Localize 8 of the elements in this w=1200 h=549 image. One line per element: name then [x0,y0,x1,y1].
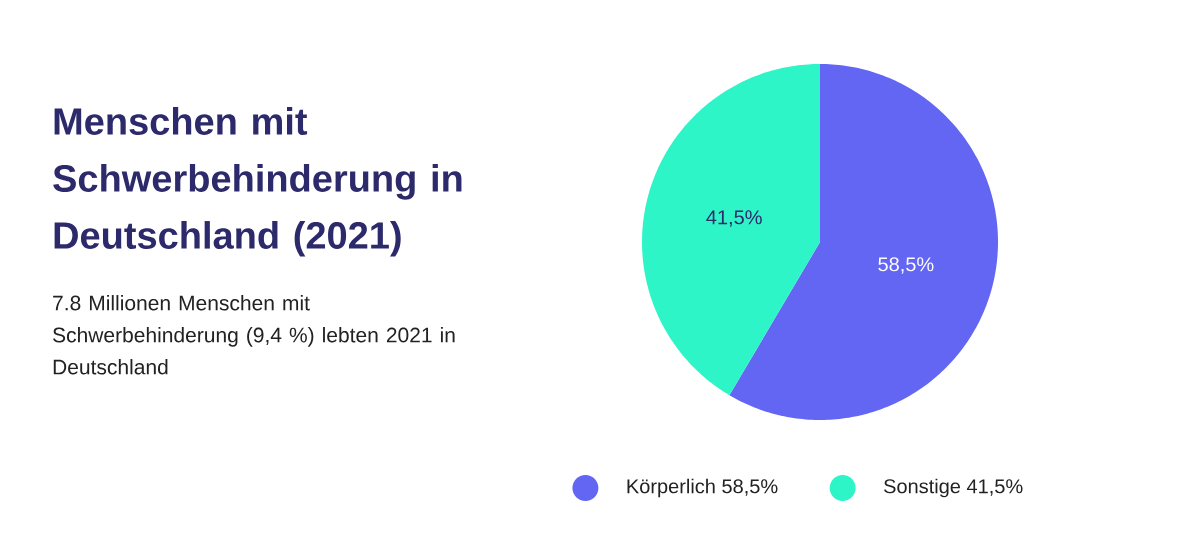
data-label: 41,5% [706,210,762,227]
legend-label: Körperlich [627,478,715,498]
data-label: 58,5% [878,257,934,274]
text: 41,5% [966,479,1023,496]
text: 58,5% [722,479,778,496]
text: Menschen mit Schwerbehinderung in Deutschland (2021) [53,107,462,257]
legend-label: Sonstige [884,478,961,498]
text: 7.8 Millionen Menschen mit Schwerbehinderung (9,4 %) lebten 2021 in Deutschland [53,295,455,375]
